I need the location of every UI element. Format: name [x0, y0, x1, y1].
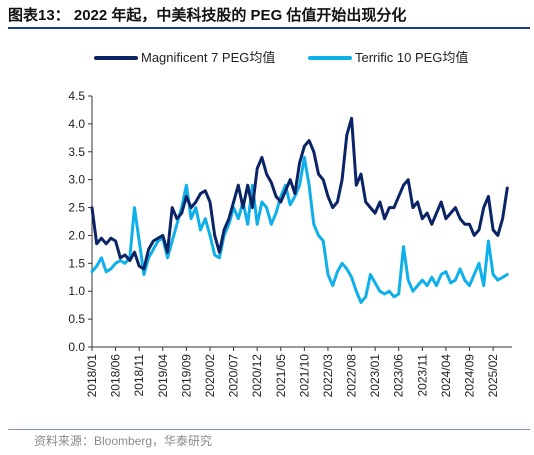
x-tick-label: 2021/10 — [297, 354, 311, 398]
x-tick-label: 2018/11 — [132, 354, 146, 397]
x-tick-label: 2024/04 — [439, 354, 453, 398]
y-tick-label: 2.0 — [68, 228, 85, 242]
y-tick-label: 3.0 — [68, 173, 85, 187]
x-tick-label: 2022/08 — [345, 354, 359, 398]
legend: Magnificent 7 PEG均值 Terrific 10 PEG均值 — [94, 50, 468, 65]
x-tick-label: 2023/01 — [368, 354, 382, 398]
x-tick-label: 2019/09 — [179, 354, 193, 398]
x-tick-label: 2020/12 — [250, 354, 264, 398]
y-tick-labels: 0.0 0.5 1.0 1.5 2.0 2.5 3.0 3.5 4.0 4.5 — [68, 89, 92, 354]
y-tick-label: 4.0 — [68, 117, 85, 131]
source-note: 资料来源：Bloomberg，华泰研究 — [34, 434, 213, 448]
x-tick-label: 2022/03 — [321, 354, 335, 398]
y-tick-label: 0.5 — [68, 312, 85, 326]
x-tick-label: 2020/07 — [227, 354, 241, 398]
x-tick-label: 2020/02 — [203, 354, 217, 398]
x-tick-label: 2023/11 — [415, 354, 429, 397]
y-tick-label: 3.5 — [68, 145, 85, 159]
x-tick-label: 2019/04 — [156, 354, 170, 398]
axes — [91, 96, 512, 348]
x-tick-label: 2018/01 — [85, 354, 99, 398]
series-lines — [90, 116, 509, 304]
y-tick-label: 2.5 — [68, 201, 85, 215]
y-tick-label: 1.5 — [68, 256, 85, 270]
x-tick-label: 2021/05 — [274, 354, 288, 398]
title-rule — [8, 27, 530, 29]
series-line-terrific-10 — [90, 155, 509, 304]
x-tick-label: 2025/02 — [486, 354, 500, 398]
x-tick-label: 2024/09 — [463, 354, 477, 398]
figure-title: 图表13： 2022 年起，中美科技股的 PEG 估值开始出现分化 — [8, 7, 407, 24]
y-tick-label: 1.0 — [68, 284, 85, 298]
legend-label-magnificent-7: Magnificent 7 PEG均值 — [141, 50, 275, 65]
x-tick-label: 2018/06 — [109, 354, 123, 398]
y-tick-label: 0.0 — [68, 340, 85, 354]
footer-rule — [8, 429, 530, 430]
x-tick-label: 2023/06 — [392, 354, 406, 398]
series-line-magnificent-7 — [90, 116, 509, 271]
y-tick-label: 4.5 — [68, 89, 85, 103]
legend-label-terrific-10: Terrific 10 PEG均值 — [355, 50, 468, 65]
x-tick-labels: 2018/01 2018/06 2018/11 2019/04 2019/09 2020/… — [85, 347, 500, 397]
